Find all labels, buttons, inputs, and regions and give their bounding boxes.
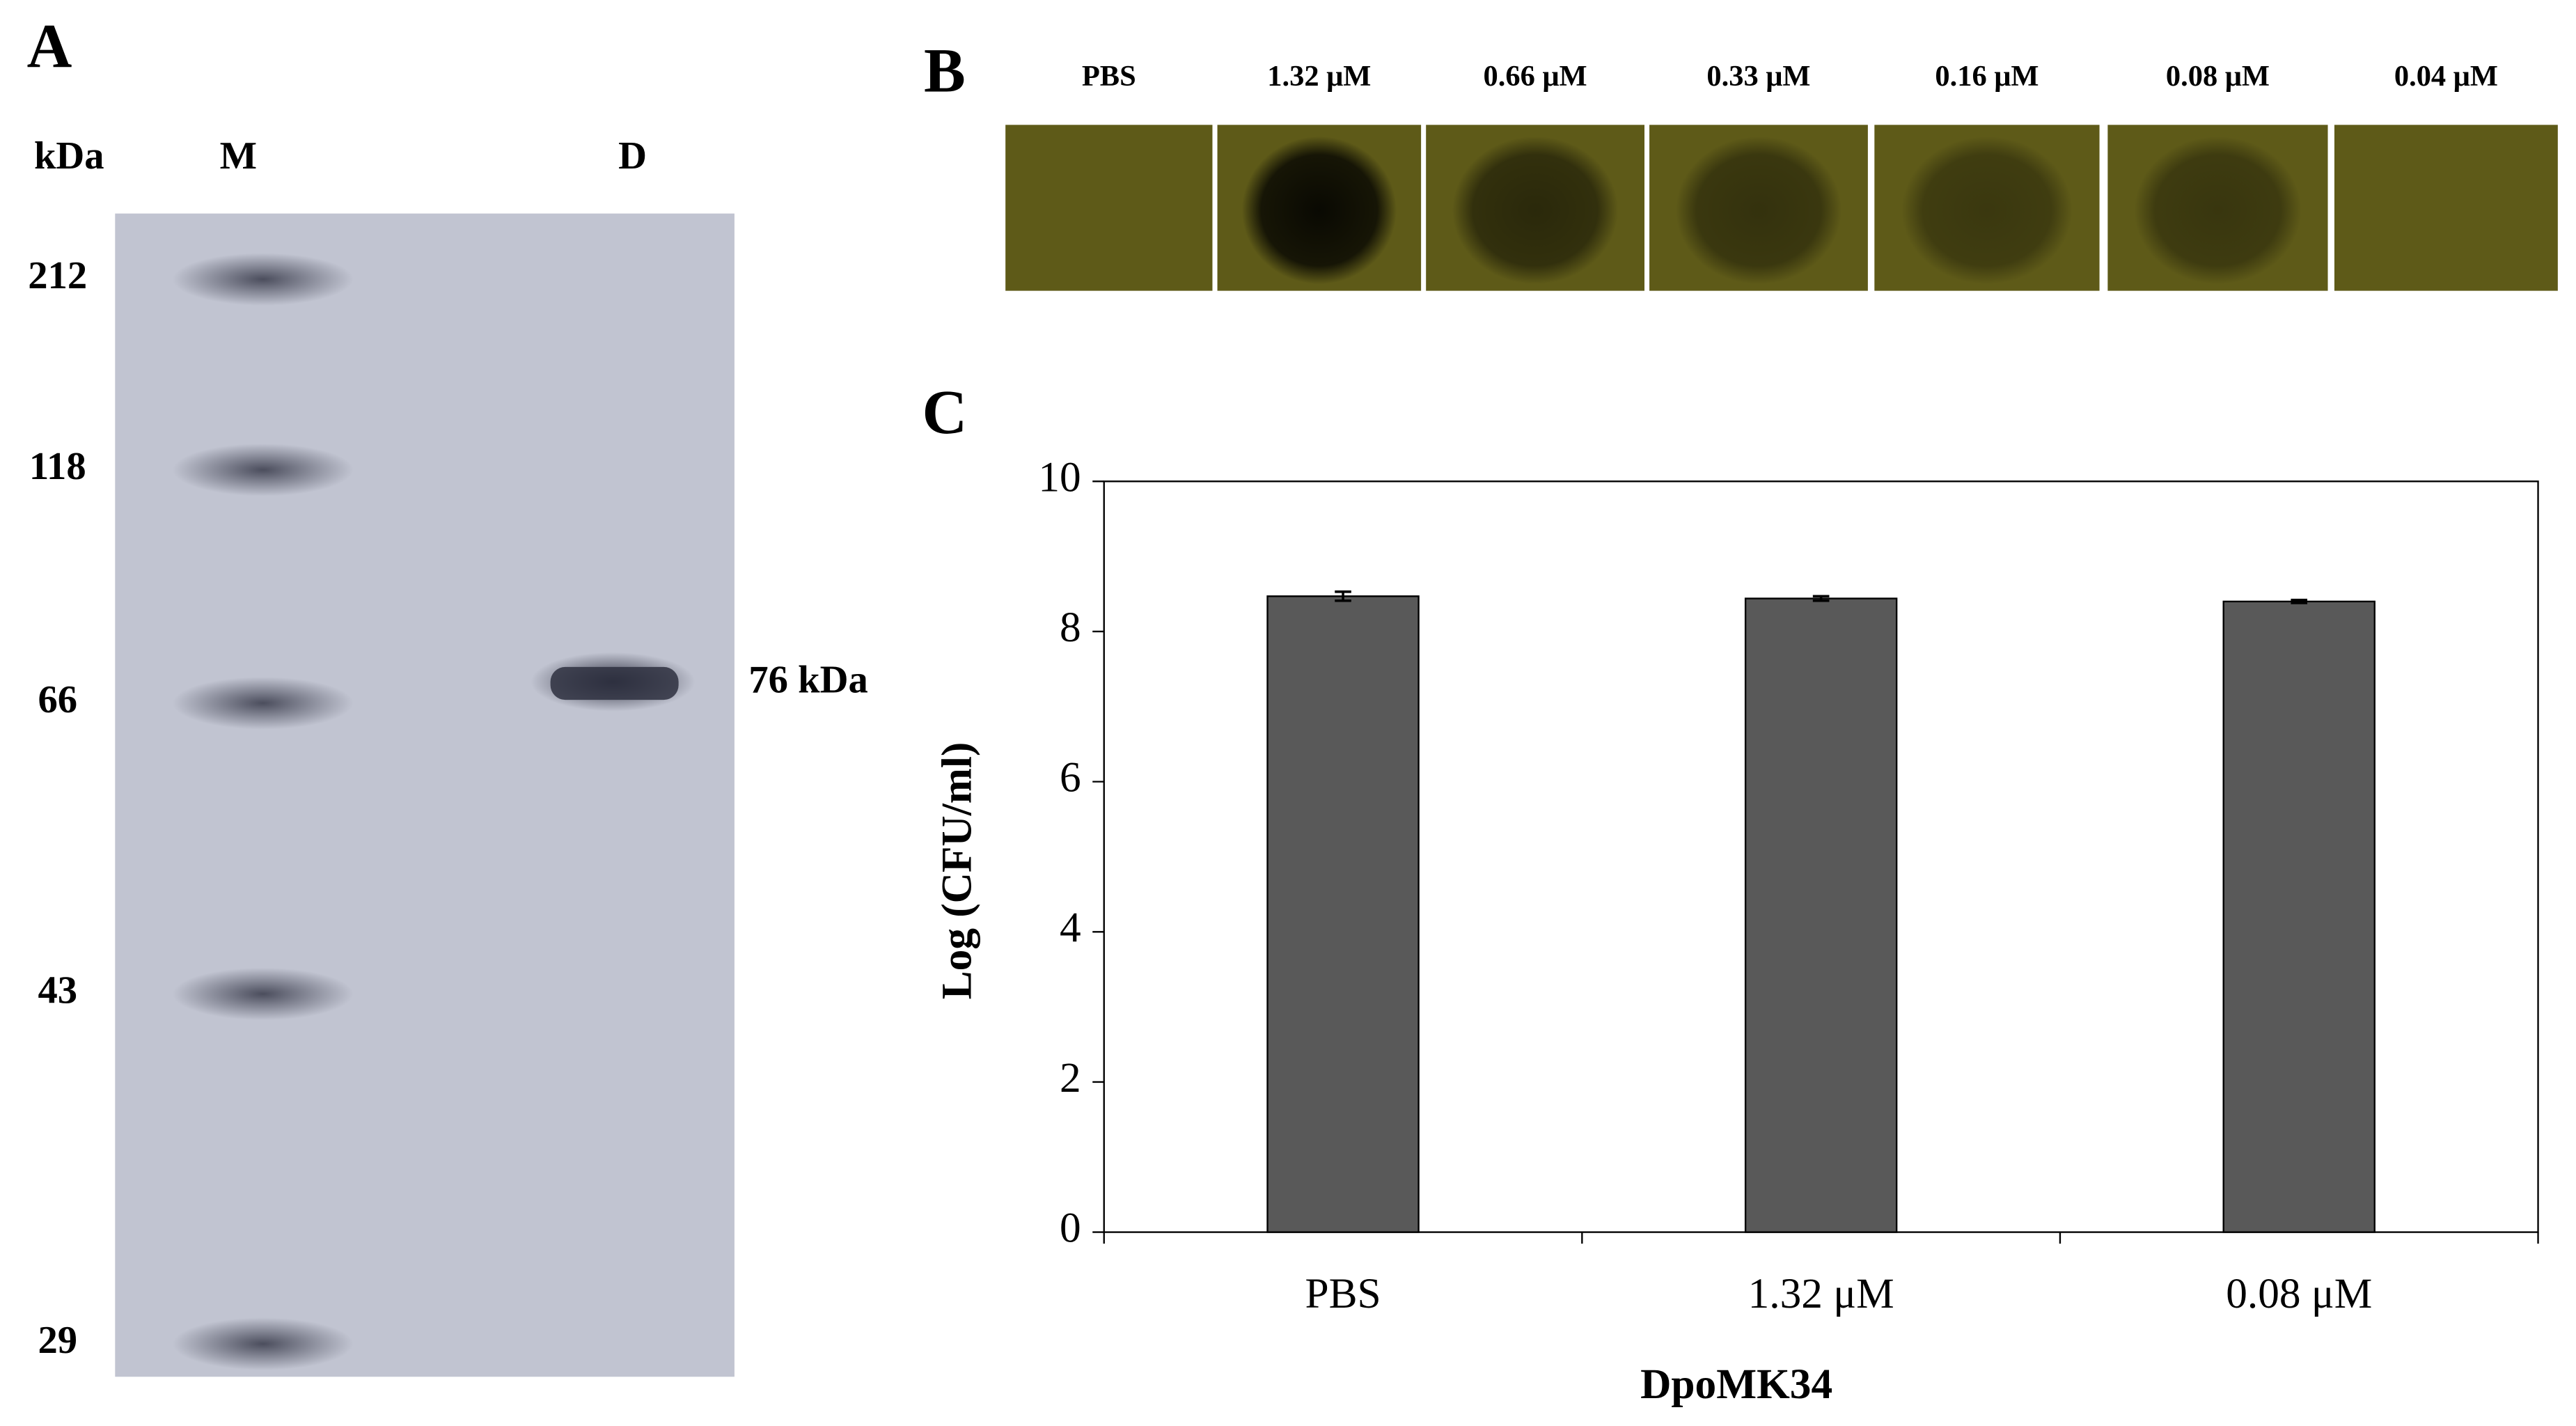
- marker-label: 118: [29, 445, 86, 488]
- y-tick-label: 6: [1060, 754, 1081, 801]
- concentration-label: 0.16 μM: [1935, 60, 2039, 93]
- y-tick-label: 10: [1038, 453, 1081, 501]
- spot-square: [2334, 125, 2558, 291]
- y-tick-label: 2: [1060, 1054, 1081, 1102]
- panel-label: A: [27, 12, 72, 81]
- error-bar: [1335, 590, 1351, 602]
- bar: [2222, 600, 2375, 1233]
- y-tick-label: 4: [1060, 904, 1081, 951]
- error-bar: [1812, 595, 1830, 602]
- lane-label: D: [618, 134, 647, 178]
- concentration-label: 1.32 μM: [1267, 60, 1371, 93]
- gel-bands: [172, 253, 696, 1370]
- band-label: 76 kDa: [748, 659, 867, 702]
- y-tick-label: 8: [1060, 604, 1081, 651]
- panel-label: B: [924, 36, 966, 105]
- spot-assay: [1005, 125, 2558, 291]
- spot: [2134, 136, 2302, 285]
- marker-band: [172, 677, 354, 730]
- spot: [1452, 136, 1619, 285]
- marker-band: [172, 1317, 354, 1370]
- spot: [1901, 136, 2073, 285]
- y-axis-label: Log (CFU/ml): [934, 742, 981, 1000]
- protein-band-core: [550, 666, 679, 700]
- spot-square: [1005, 125, 1213, 291]
- marker-band: [172, 253, 354, 306]
- gel-shade: [115, 213, 735, 1377]
- x-tick-label: 1.32 μM: [1748, 1270, 1894, 1317]
- concentration-label: 0.66 μM: [1484, 60, 1587, 93]
- marker-label: 29: [38, 1319, 77, 1362]
- panel-label: C: [922, 378, 968, 447]
- marker-band: [172, 967, 354, 1021]
- marker-label: 66: [38, 678, 77, 721]
- marker-label: 43: [38, 969, 77, 1012]
- x-tick-label: 0.08 μM: [2226, 1270, 2372, 1317]
- x-axis-label: DpoMK34: [1640, 1361, 1832, 1408]
- x-tick-label: PBS: [1305, 1270, 1381, 1317]
- y-tick-label: 0: [1060, 1205, 1081, 1252]
- error-bar: [2291, 598, 2308, 604]
- concentration-label: 0.08 μM: [2166, 60, 2270, 93]
- plot: 0 2 4 6 8 10 PBS 1.32 μM 0.08 μM: [1038, 453, 2539, 1317]
- bar: [1744, 597, 1898, 1233]
- bar: [1266, 595, 1420, 1233]
- lane-label: M: [220, 134, 257, 178]
- concentration-label: PBS: [1082, 60, 1136, 93]
- unit-label: kDa: [34, 134, 104, 178]
- concentration-label: 0.33 μM: [1706, 60, 1810, 93]
- spot: [1675, 136, 1842, 285]
- marker-label: 212: [28, 254, 87, 297]
- concentration-label: 0.04 μM: [2394, 60, 2498, 93]
- marker-band: [172, 444, 354, 496]
- spot: [1241, 136, 1397, 285]
